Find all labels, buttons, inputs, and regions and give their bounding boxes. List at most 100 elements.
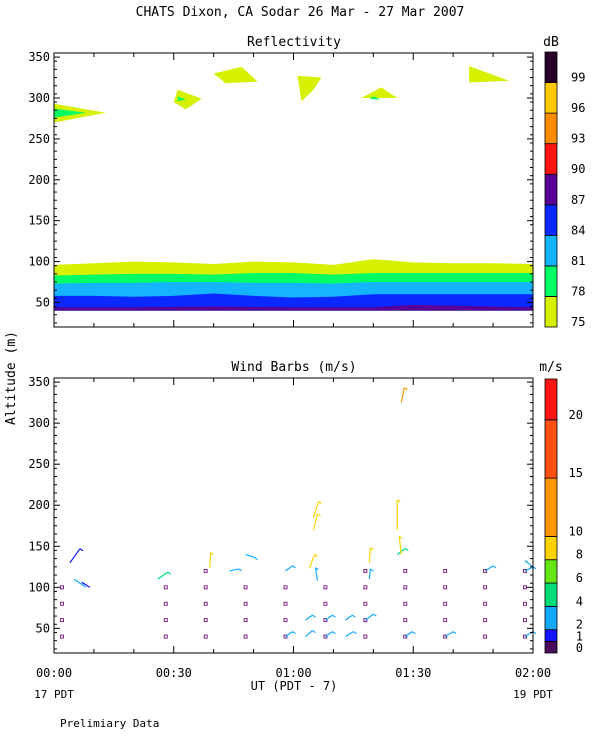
- wind-barb: [325, 631, 333, 638]
- x-tick-label: 01:00: [275, 666, 311, 680]
- wind-barb: [484, 565, 494, 572]
- wind-barb: [345, 631, 354, 638]
- calm-marker: [523, 601, 527, 606]
- reflectivity-colorbar-segment: [544, 51, 558, 83]
- calm-marker: [403, 601, 408, 606]
- end-day-label: 19 PDT: [513, 688, 553, 701]
- reflectivity-colorbar-segment: [544, 204, 558, 236]
- wind-barb: [285, 565, 293, 572]
- wind-barb-flag: [532, 631, 537, 635]
- calm-marker: [283, 585, 288, 590]
- wind-barb-flag: [352, 614, 356, 618]
- calm-marker: [443, 601, 448, 606]
- y-tick-label: 50: [36, 621, 50, 635]
- calm-marker: [403, 568, 408, 573]
- calm-marker: [483, 634, 488, 639]
- wind-barb-flag: [210, 552, 215, 556]
- calm-marker: [363, 634, 368, 639]
- calm-marker: [443, 568, 448, 573]
- reflectivity-colorbar-segment: [544, 173, 558, 206]
- calm-marker: [60, 601, 64, 606]
- wind-colorbar-label: 15: [569, 466, 583, 480]
- wind-colorbar-segment: [544, 536, 558, 561]
- wind-colorbar-segment: [544, 629, 558, 642]
- reflectivity-colorbar-label: 99: [571, 71, 585, 85]
- reflectivity-patch-75: [297, 75, 322, 102]
- reflectivity-colorbar-unit: dB: [543, 35, 559, 50]
- wind-barb: [368, 547, 371, 563]
- calm-marker: [163, 618, 168, 623]
- y-tick-label: 150: [28, 214, 50, 228]
- y-tick-label: 350: [28, 375, 50, 389]
- wind-barb-flag: [167, 571, 172, 575]
- wind-barb: [404, 631, 413, 638]
- y-tick-label: 100: [28, 580, 50, 594]
- wind-barb-flag: [318, 501, 322, 505]
- wind-barb: [364, 613, 374, 621]
- wind-barb-flag: [524, 560, 529, 564]
- calm-marker: [523, 568, 527, 573]
- calm-marker: [403, 618, 408, 623]
- calm-marker: [203, 601, 208, 606]
- wind-colorbar-unit: m/s: [539, 360, 562, 375]
- wind-barb-flag: [370, 568, 374, 572]
- y-tick-label: 200: [28, 173, 50, 187]
- wind-barb-flag: [332, 614, 336, 618]
- calm-marker: [203, 618, 208, 623]
- calm-marker: [60, 618, 64, 623]
- wind-colorbar-segment: [544, 419, 558, 479]
- calm-marker: [60, 634, 64, 639]
- calm-marker: [283, 634, 288, 639]
- wind-barb-flag: [404, 547, 409, 551]
- calm-marker: [243, 601, 248, 606]
- reflectivity-colorbar-segment: [544, 112, 558, 145]
- reflectivity-colorbar-segment: [544, 143, 558, 175]
- reflectivity-colorbar-segment: [544, 234, 558, 267]
- calm-marker: [523, 585, 527, 590]
- wind-colorbar-label: 4: [576, 594, 583, 608]
- wind-y-axis: 50 100 150 200 250 300 350: [28, 375, 534, 653]
- wind-barb: [285, 631, 293, 638]
- calm-marker: [483, 585, 488, 590]
- y-tick-label: 200: [28, 498, 50, 512]
- wind-barb-flag: [312, 614, 316, 618]
- wind-barb-flag: [314, 553, 318, 557]
- wind-barbs-title: Wind Barbs (m/s): [231, 360, 356, 375]
- wind-colorbar-segment: [544, 477, 558, 537]
- wind-barb: [308, 554, 316, 569]
- wind-barb: [69, 548, 81, 564]
- wind-barb: [157, 571, 169, 580]
- calm-marker: [163, 585, 168, 590]
- y-tick-label: 100: [28, 255, 50, 269]
- calm-marker: [323, 601, 328, 606]
- calm-marker: [203, 634, 208, 639]
- wind-barb-flag: [315, 567, 319, 571]
- wind-colorbar-segment: [544, 559, 558, 584]
- wind-barb: [398, 536, 402, 555]
- wind-colorbar-segment: [544, 640, 558, 654]
- reflectivity-patch-75: [361, 87, 398, 98]
- wind-barb-flag: [81, 581, 86, 585]
- wind-colorbar-label: 10: [569, 524, 583, 538]
- wind-barb-flag: [492, 565, 497, 569]
- wind-barb-flag: [353, 631, 357, 635]
- y-tick-label: 50: [36, 295, 50, 309]
- calm-marker: [523, 618, 527, 623]
- wind-barb: [444, 631, 454, 638]
- reflectivity-colorbar-segment: [544, 296, 558, 328]
- calm-marker: [323, 585, 328, 590]
- reflectivity-patch-78: [369, 96, 382, 100]
- calm-marker: [443, 618, 448, 623]
- reflectivity-plot-area: [53, 52, 534, 328]
- wind-barb-flag: [238, 568, 242, 572]
- calm-marker: [243, 618, 248, 623]
- reflectivity-colorbar-label: 81: [571, 254, 585, 268]
- reflectivity-colorbar-label: 75: [571, 315, 585, 329]
- wind-colorbar-label: 0: [576, 641, 583, 655]
- wind-barb: [524, 566, 534, 572]
- wind-colorbar-label: 8: [576, 548, 583, 562]
- reflectivity-patch-78: [177, 96, 186, 102]
- x-axis-label: UT (PDT - 7): [251, 679, 338, 693]
